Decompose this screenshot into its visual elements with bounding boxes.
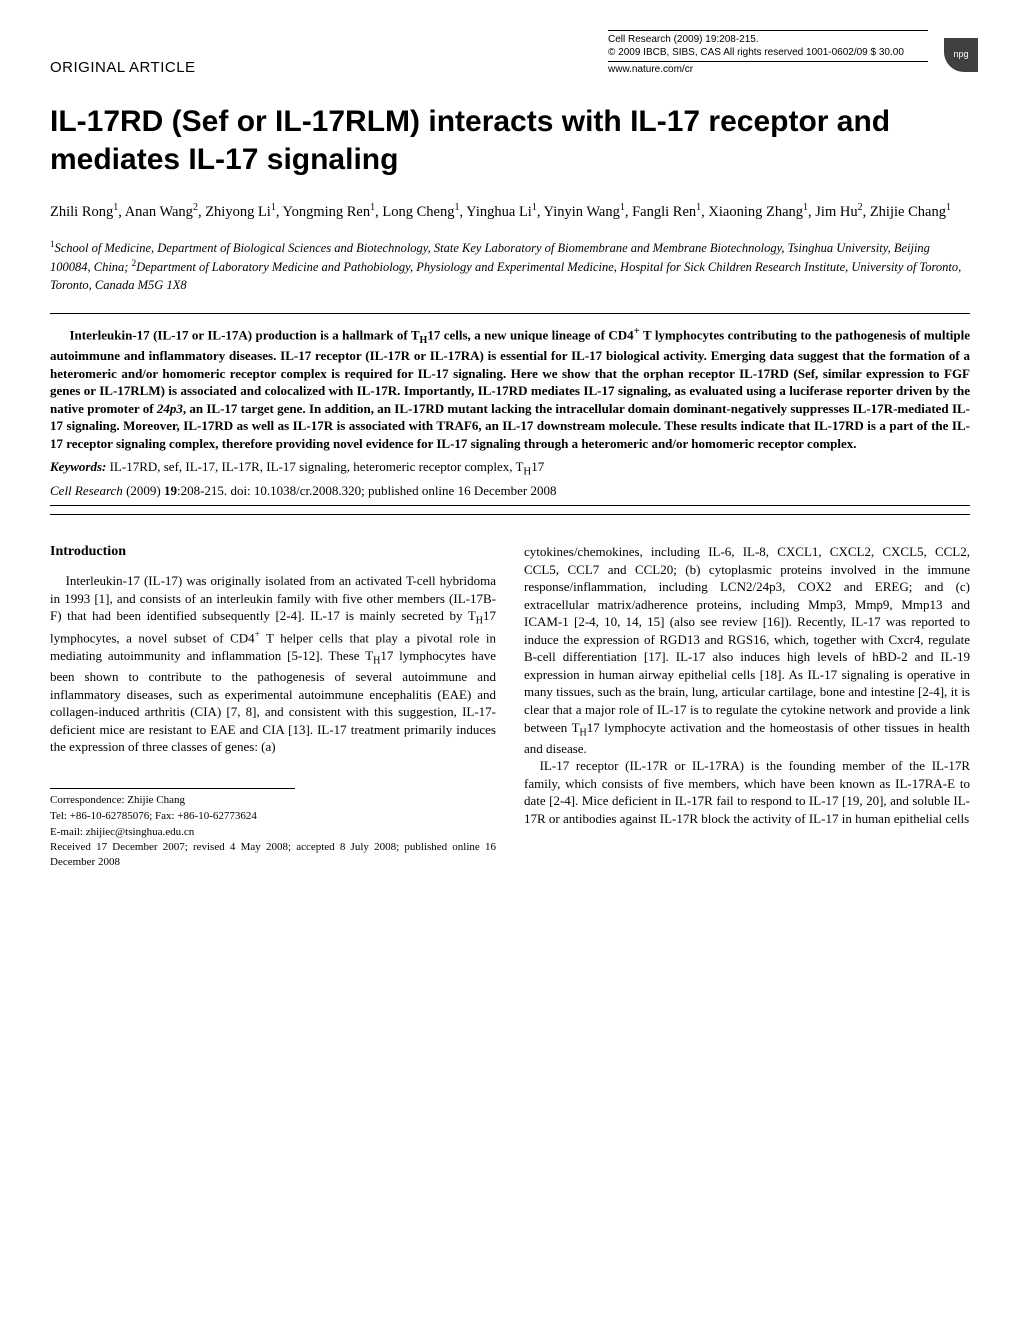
footnote-email: E-mail: zhijiec@tsinghua.edu.cn <box>50 825 496 840</box>
horizontal-rule <box>50 514 970 515</box>
right-column: cytokines/chemokines, including IL-6, IL… <box>524 543 970 871</box>
section-heading-introduction: Introduction <box>50 543 496 562</box>
npg-logo-icon: npg <box>944 38 978 72</box>
footnote-tel: Tel: +86-10-62785076; Fax: +86-10-627736… <box>50 809 496 824</box>
left-column: Introduction Interleukin-17 (IL-17) was … <box>50 543 496 871</box>
citation-doi: doi: 10.1038/cr.2008.320; published onli… <box>230 483 556 498</box>
abstract-text: Interleukin-17 (IL-17 or IL-17A) product… <box>50 324 970 453</box>
citation-pages: :208-215. <box>177 483 227 498</box>
header-row: ORIGINAL ARTICLE Cell Research (2009) 19… <box>50 30 970 78</box>
journal-info: Cell Research (2009) 19:208-215. © 2009 … <box>608 30 970 76</box>
body-columns: Introduction Interleukin-17 (IL-17) was … <box>50 543 970 871</box>
journal-copyright: © 2009 IBCB, SIBS, CAS All rights reserv… <box>608 46 928 59</box>
article-type: ORIGINAL ARTICLE <box>50 58 196 78</box>
footnote-received: Received 17 December 2007; revised 4 May… <box>50 840 496 870</box>
authors-list: Zhili Rong1, Anan Wang2, Zhiyong Li1, Yo… <box>50 200 970 224</box>
citation-volume: 19 <box>164 483 177 498</box>
citation-journal: Cell Research <box>50 483 123 498</box>
keywords-text: IL-17RD, sef, IL-17, IL-17R, IL-17 signa… <box>106 459 544 474</box>
journal-ref: Cell Research (2009) 19:208-215. <box>608 33 928 46</box>
affiliations: 1School of Medicine, Department of Biolo… <box>50 238 970 295</box>
intro-paragraph-2: IL-17 receptor (IL-17R or IL-17RA) is th… <box>524 757 970 827</box>
intro-paragraph-1-cont: cytokines/chemokines, including IL-6, IL… <box>524 543 970 757</box>
keywords-label: Keywords: <box>50 459 106 474</box>
footnotes: Correspondence: Zhijie Chang Tel: +86-10… <box>50 793 496 870</box>
footnote-correspondence: Correspondence: Zhijie Chang <box>50 793 496 808</box>
citation-year: (2009) <box>126 483 161 498</box>
abstract-block: Interleukin-17 (IL-17 or IL-17A) product… <box>50 313 970 506</box>
journal-url: www.nature.com/cr <box>608 61 928 76</box>
intro-paragraph-1: Interleukin-17 (IL-17) was originally is… <box>50 572 496 756</box>
citation-line: Cell Research (2009) 19:208-215. doi: 10… <box>50 482 970 500</box>
article-title: IL-17RD (Sef or IL-17RLM) interacts with… <box>50 103 970 178</box>
keywords-line: Keywords: IL-17RD, sef, IL-17, IL-17R, I… <box>50 458 970 479</box>
footnote-separator <box>50 788 295 789</box>
